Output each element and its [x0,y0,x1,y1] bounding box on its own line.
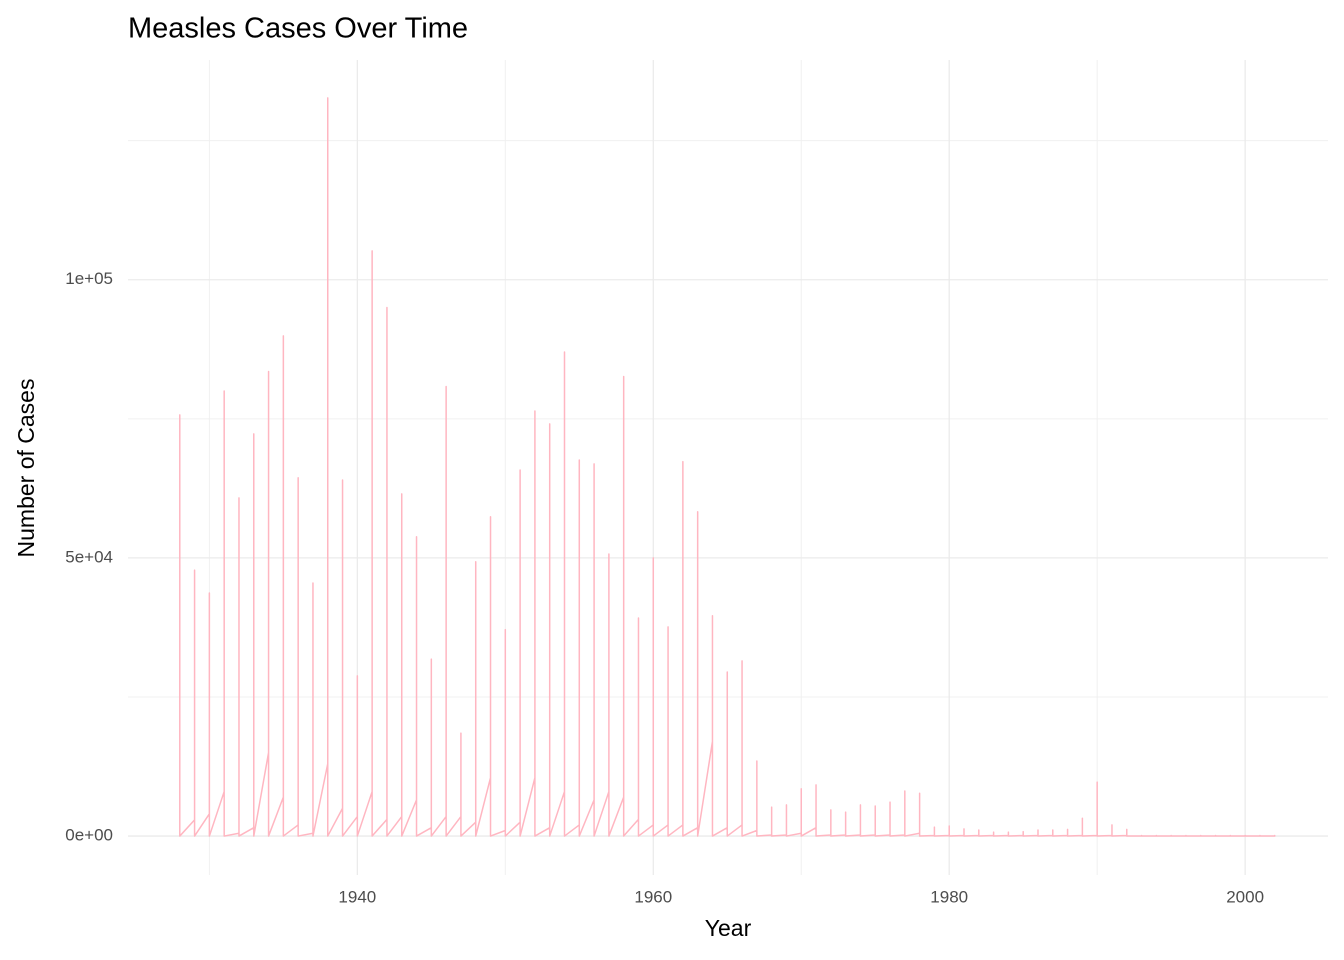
y-axis-label: Number of Cases [13,379,39,558]
chart-title: Measles Cases Over Time [128,13,468,45]
y-tick-label: 1e+05 [65,269,113,288]
y-tick-label: 0e+00 [65,826,113,845]
x-axis-label: Year [705,915,752,941]
data-line [179,97,1276,837]
x-tick-label: 1980 [930,887,968,906]
x-tick-label: 2000 [1226,887,1264,906]
x-tick-label: 1960 [634,887,672,906]
x-tick-label: 1940 [338,887,376,906]
y-tick-label: 5e+04 [65,547,113,566]
